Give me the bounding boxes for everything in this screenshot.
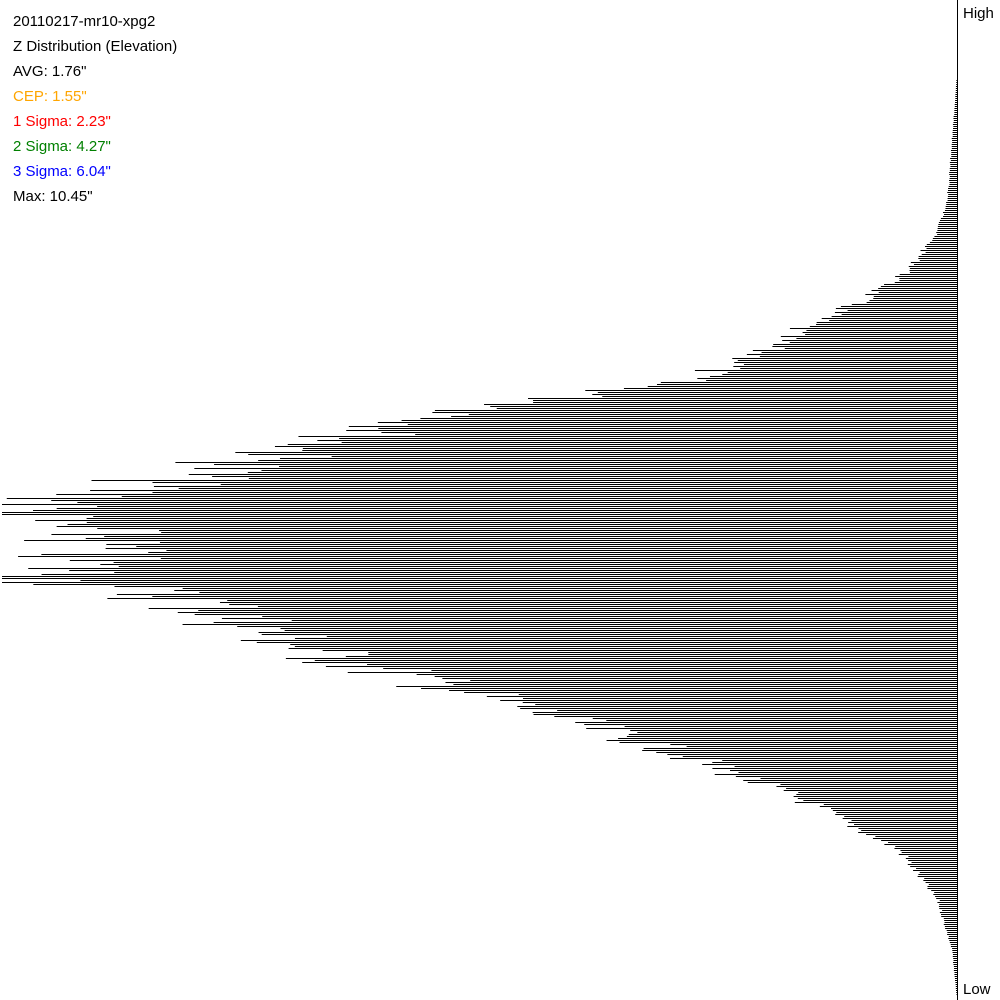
stat-2-sigma: 2 Sigma: 4.27" [13, 138, 111, 155]
stat-cep: CEP: 1.55" [13, 88, 87, 105]
stat-3-sigma: 3 Sigma: 6.04" [13, 163, 111, 180]
axis-high-label: High [963, 5, 994, 22]
chart-title: 20110217-mr10-xpg2 [13, 13, 156, 30]
stat-max: Max: 10.45" [13, 188, 93, 205]
chart-subtitle: Z Distribution (Elevation) [13, 38, 178, 55]
histogram-bars [2, 80, 957, 995]
stat-1-sigma: 1 Sigma: 2.23" [13, 113, 111, 130]
stats-panel: 20110217-mr10-xpg2 Z Distribution (Eleva… [13, 9, 177, 209]
axis-low-label: Low [963, 981, 991, 998]
stat-avg: AVG: 1.76" [13, 63, 87, 80]
